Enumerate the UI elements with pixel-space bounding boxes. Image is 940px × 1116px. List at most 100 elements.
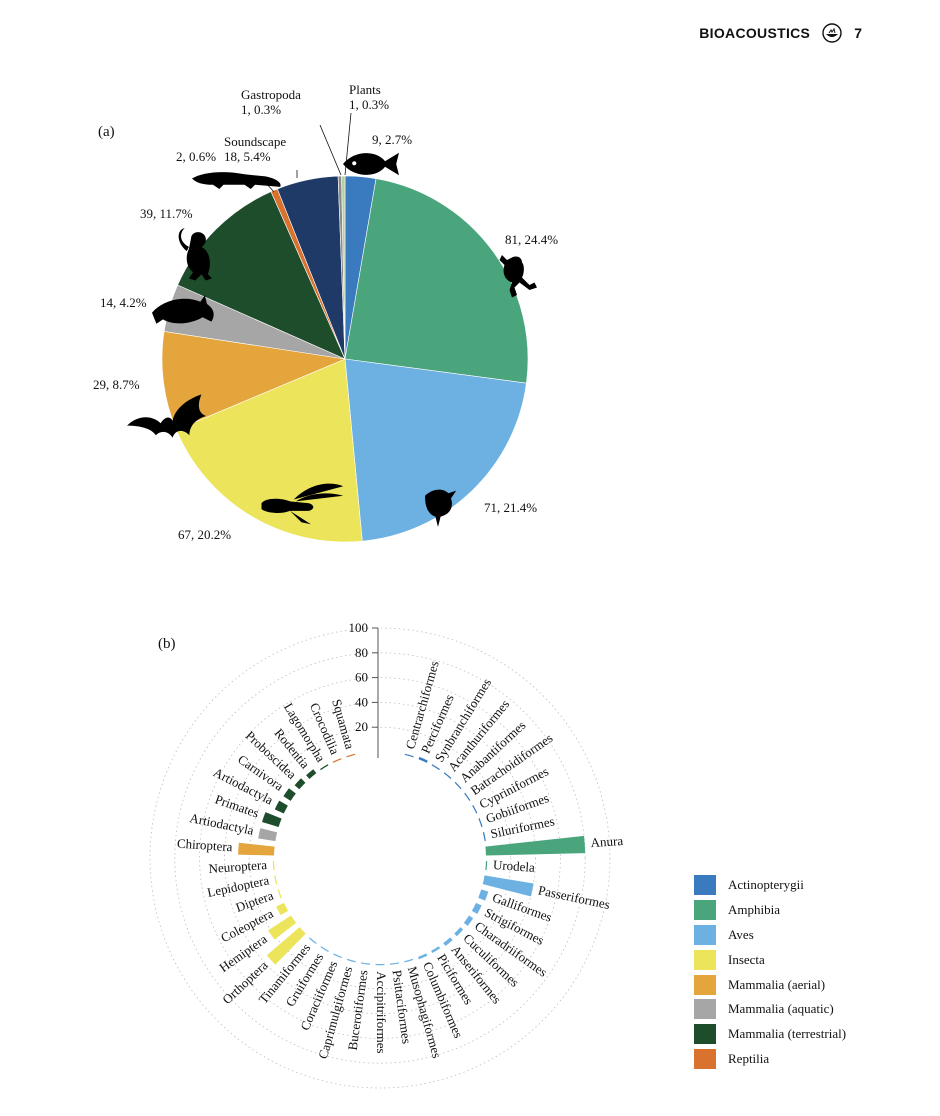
radial-tick-label: 40 [355, 694, 368, 709]
pie-slice-label: 2, 0.6% [176, 149, 216, 164]
bar [454, 781, 462, 790]
radial-grid [149, 627, 611, 1089]
bar [443, 937, 453, 947]
legend-item: Amphibia [694, 898, 846, 923]
legend-swatch [694, 900, 716, 921]
legend-item: Actinopterygii [694, 873, 846, 898]
bar-label: Accipitriformes [374, 971, 389, 1053]
legend-item: Aves [694, 923, 846, 948]
bar-label: Anura [590, 833, 624, 850]
bar [266, 927, 306, 965]
bar-label: Neuroptera [208, 857, 268, 876]
bar [276, 902, 289, 916]
bar [472, 804, 478, 814]
monkey-icon [178, 228, 212, 281]
radial-tick-label: 80 [355, 645, 368, 660]
bar [389, 962, 400, 965]
journal-logo-icon [822, 23, 842, 43]
pie-slice-label: 67, 20.2% [178, 527, 231, 542]
grid-ring [149, 627, 611, 1089]
radial-axis: 20 40 60 80 100 [349, 620, 379, 758]
legend-item: Reptilia [694, 1047, 846, 1072]
legend-swatch [694, 1024, 716, 1045]
bar [274, 800, 288, 814]
page-number: 7 [854, 25, 862, 41]
legend-label: Mammalia (terrestrial) [728, 1026, 847, 1042]
bar [454, 927, 464, 937]
bar [346, 958, 356, 963]
radial-tick-label: 20 [355, 719, 368, 734]
pie-slice [344, 358, 527, 542]
grid-ring [174, 652, 586, 1064]
pie-slice [344, 178, 529, 384]
bar [404, 753, 414, 758]
legend-swatch [694, 949, 716, 970]
bar [478, 889, 489, 901]
bar [443, 772, 452, 779]
frog-icon [499, 255, 537, 298]
legend-item: Mammalia (aquatic) [694, 997, 846, 1022]
bar [332, 758, 342, 763]
bird-icon [425, 489, 457, 527]
bar [485, 861, 488, 871]
bar-label: Urodela [493, 857, 536, 875]
pie-slice-label: 29, 8.7% [93, 377, 140, 392]
bar [485, 835, 586, 856]
legend-label: Amphibia [728, 902, 780, 918]
bat-icon [127, 394, 207, 438]
bars [238, 753, 586, 966]
legend-swatch [694, 924, 716, 945]
pie-icons [127, 152, 537, 527]
legend-label: Reptilia [728, 1050, 770, 1066]
bar [482, 832, 486, 842]
bar [308, 937, 317, 945]
legend-label: Mammalia (aquatic) [728, 1001, 834, 1017]
legend: Actinopterygii Amphibia Aves Insecta Mam… [694, 873, 846, 1071]
bar [262, 812, 282, 828]
bar [238, 842, 275, 856]
panel-label-a: (a) [98, 124, 115, 140]
panel-label-b: (b) [158, 636, 176, 652]
bar [431, 946, 441, 954]
bar [478, 818, 483, 828]
bar [463, 915, 474, 926]
pie-slice-label: Soundscape 18, 5.4% [224, 134, 286, 164]
legend-label: Mammalia (aerial) [728, 976, 826, 992]
bar [375, 963, 385, 966]
bar [360, 962, 371, 965]
pie-slices [161, 175, 529, 543]
pie-labels: 9, 2.7% 81, 24.4% 71, 21.4% 67, 20.2% 29, 8.… [93, 82, 558, 542]
legend-swatch [694, 974, 716, 995]
pie-chart: 9, 2.7% 81, 24.4% 71, 21.4% 67, 20.2% 29, 8.… [93, 82, 558, 543]
pie-slice-label: 39, 11.7% [140, 206, 193, 221]
bar [283, 788, 296, 801]
radial-tick-label: 60 [355, 670, 368, 685]
bar [418, 953, 428, 960]
radial-tick-label: 100 [349, 620, 369, 635]
bar [294, 778, 306, 790]
legend-item: Mammalia (aerial) [694, 972, 846, 997]
bar [306, 769, 317, 779]
legend-label: Actinopterygii [728, 877, 804, 893]
pie-slice-label: 71, 21.4% [484, 500, 537, 515]
bar [431, 764, 440, 771]
bar-labels: CentrarchiformesPerciformesSynbranchifor… [176, 659, 623, 1060]
bar [277, 889, 282, 899]
pie-slice [341, 175, 346, 360]
pie-slice-label: 81, 24.4% [505, 232, 558, 247]
dolphin-icon [152, 295, 214, 324]
fish-icon [343, 152, 399, 176]
legend-label: Insecta [728, 951, 765, 967]
pie-slice-label: Plants 1, 0.3% [349, 82, 389, 112]
journal-title: BIOACOUSTICS [699, 25, 811, 41]
pie-slice-label: 9, 2.7% [372, 132, 412, 147]
leader-line [319, 124, 342, 176]
legend-item: Insecta [694, 947, 846, 972]
legend-swatch [694, 875, 716, 896]
bar-label: Chiroptera [176, 836, 233, 855]
bar [471, 902, 482, 914]
bar [418, 756, 428, 763]
bar [268, 915, 297, 940]
bar [346, 753, 356, 758]
bar [320, 946, 329, 952]
